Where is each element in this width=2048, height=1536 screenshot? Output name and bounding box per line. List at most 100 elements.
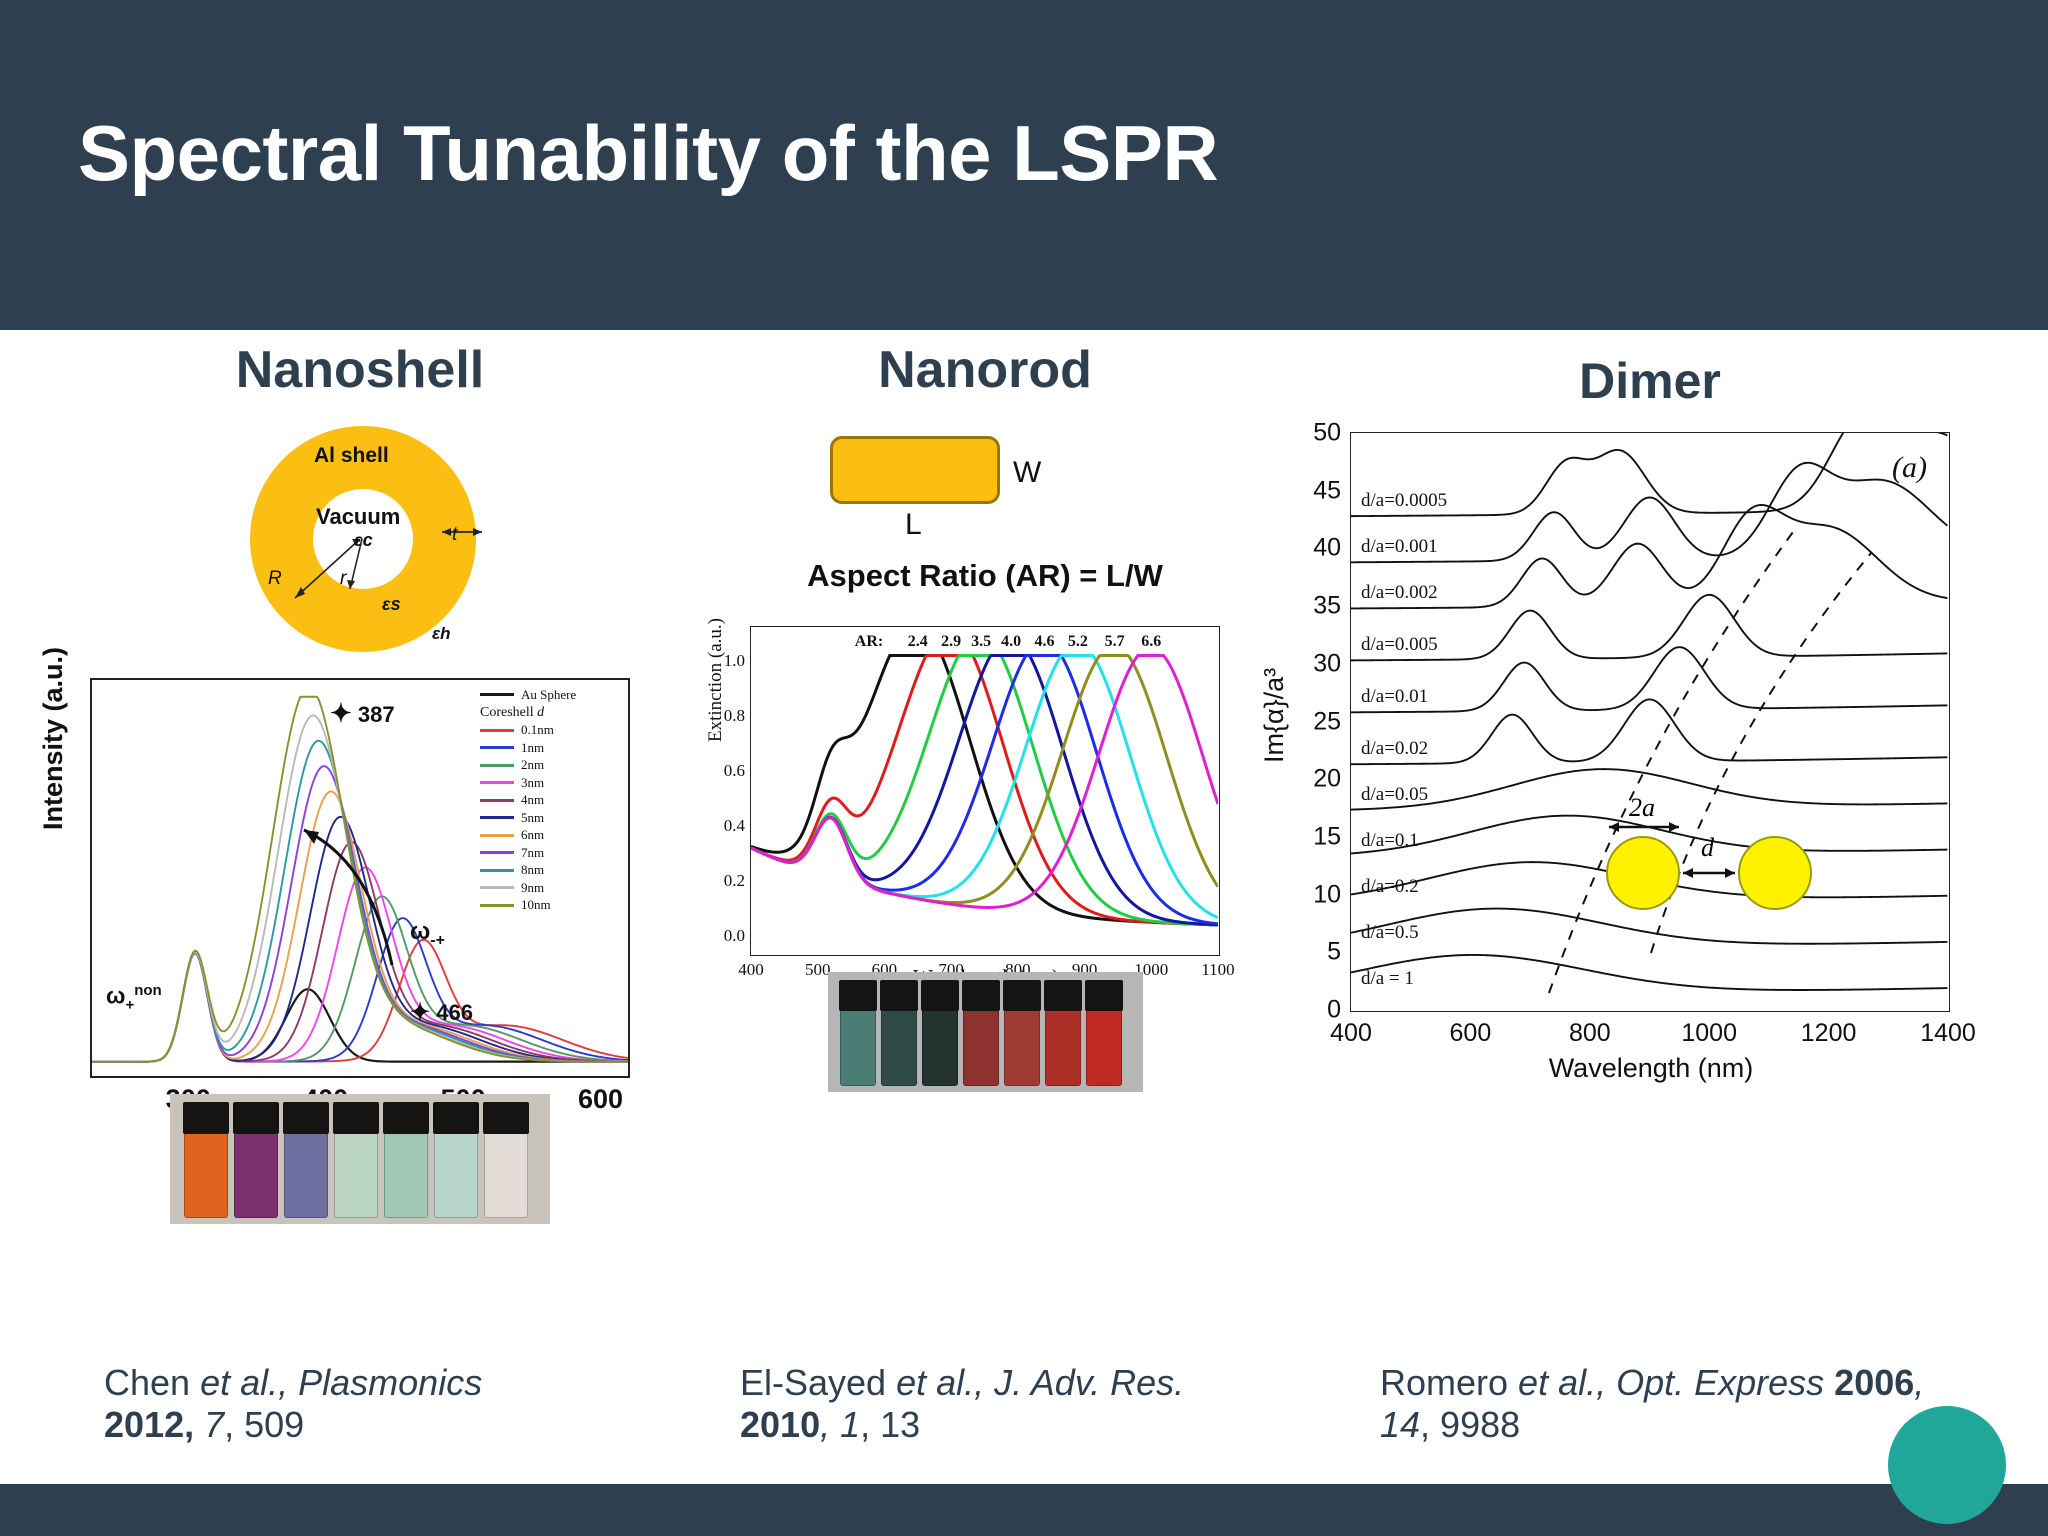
vial-cap	[1043, 980, 1082, 1011]
column-dimer: Dimer (a) d/a=0.0005 d/a=0.001 d/a=0.002 d/…	[1259, 340, 2000, 1083]
legend-label: 6nm	[521, 827, 545, 843]
nanoshell-diagram: Al shell Vacuum εc εs εh R r t	[210, 426, 510, 666]
citation-year: 2006	[1824, 1362, 1915, 1403]
vial-cap	[483, 1102, 529, 1134]
citation-volume: 7	[194, 1403, 225, 1445]
outer-radius-label: R	[268, 568, 282, 589]
citation-page: , 9988	[1420, 1403, 1521, 1445]
citation-page: , 13	[860, 1403, 921, 1445]
core-label: Vacuum	[316, 504, 401, 529]
nanorod-curves	[750, 654, 1220, 927]
legend-label: Au Sphere	[521, 686, 577, 702]
ar-value-label: 2.4	[907, 633, 928, 650]
legend-entry: 1nm	[480, 739, 622, 757]
dimer-curve-label: d/a=0.1	[1361, 829, 1419, 851]
citation-author: Romero	[1380, 1362, 1519, 1403]
vial-cap	[183, 1102, 229, 1134]
citation-author: El-Sayed	[740, 1362, 897, 1403]
ar-value-label: 2.9	[941, 633, 962, 650]
x-tick-label: 1200	[1800, 1019, 1857, 1047]
vial-cap	[333, 1102, 379, 1134]
legend-label: 4nm	[521, 792, 545, 808]
legend-label: 10nm	[521, 897, 551, 913]
column-nanoshell: Nanoshell Al shell Vacuum εc εs	[38, 340, 660, 1224]
y-tick-label: 0.8	[723, 706, 745, 725]
legend-swatch	[480, 816, 514, 820]
x-tick-label: 400	[1330, 1019, 1372, 1047]
legend-label: 7nm	[521, 844, 545, 860]
legend-swatch	[480, 763, 514, 767]
eps-core-label: εc	[354, 530, 373, 550]
legend-label: 9nm	[521, 879, 545, 895]
legend-label: 8nm	[521, 862, 545, 878]
column-nanorod: Nanorod W L Aspect Ratio (AR) = L/W Exti…	[700, 340, 1270, 1092]
legend-swatch	[480, 693, 514, 697]
dimer-x-axis-label: Wavelength (nm)	[1548, 1053, 1754, 1083]
citation-nanorod: El-Sayed et al., J. Adv. Res. 2010, 1, 1…	[740, 1362, 1240, 1446]
inner-radius-label: r	[340, 568, 347, 589]
heading-dimer: Dimer	[1579, 353, 1721, 409]
dimer-curve-label: d/a=0.001	[1361, 535, 1438, 557]
legend-label: 2nm	[521, 757, 545, 773]
legend-swatch	[480, 886, 514, 890]
heading-nanoshell: Nanoshell	[235, 341, 485, 399]
eps-host-label: εh	[432, 624, 451, 643]
citation-dimer: Romero et al., Opt. Express 2006, 14, 99…	[1380, 1362, 1940, 1446]
nanorod-diagram: W L Aspect Ratio (AR) = L/W	[700, 426, 1270, 626]
citation-year: 2010	[740, 1403, 821, 1445]
nanoshell-curves	[92, 695, 628, 1063]
vial-cap	[1084, 980, 1123, 1011]
legend-swatch	[480, 851, 514, 855]
accent-dot	[1888, 1406, 2006, 1524]
eps-shell-label: εs	[382, 594, 401, 614]
dimer-curve-label: d/a=0.0005	[1361, 489, 1448, 511]
page-title: Spectral Tunability of the LSPR	[78, 109, 1219, 197]
y-tick-label: 0.6	[723, 761, 745, 780]
ar-value-label: 4.6	[1034, 633, 1055, 650]
panel-letter: (a)	[1892, 451, 1927, 484]
x-tick-label: 1000	[1134, 960, 1169, 979]
chart-nanoshell-extinction: Au Sphere Coreshell d 0.1nm 1nm 2nm 3nm 4nm 5…	[38, 647, 630, 1150]
x-tick-label: 500	[804, 960, 831, 979]
y-tick-label: 0.4	[723, 816, 745, 835]
aspect-ratio-formula: Aspect Ratio (AR) = L/W	[807, 558, 1163, 593]
ar-prefix: AR:	[854, 633, 884, 650]
citation-author: Chen	[104, 1362, 201, 1403]
rod-width-label: W	[1013, 456, 1042, 489]
legend-entry: 0.1nm	[480, 722, 622, 740]
ar-value-label: 3.5	[971, 633, 992, 650]
mode-label-omega-plus-non: ω+non	[106, 982, 162, 1014]
dimer-curve-label: d/a = 1	[1361, 968, 1414, 990]
nanorod-vial-photo	[827, 972, 1143, 1092]
nanoshell-y-axis-label: Intensity (a.u.)	[38, 646, 68, 830]
inset-gap-label: d	[1701, 833, 1714, 862]
dimer-curve-label: d/a=0.002	[1361, 581, 1438, 603]
header-bar	[0, 0, 2048, 330]
dimer-curve-label: d/a=0.005	[1361, 633, 1438, 655]
legend-group-title: Coreshell d	[480, 704, 545, 720]
y-tick-label: 15	[1313, 822, 1341, 851]
nanoshell-vial-photo	[170, 1094, 550, 1224]
x-tick-label: 1000	[1681, 1019, 1737, 1047]
citation-year: 2012,	[104, 1403, 195, 1445]
dimer-y-axis-label: Im{α}/a³	[1259, 667, 1289, 763]
legend-swatch	[480, 746, 514, 750]
chart-nanorod-extinction: Extinction (a.u.) 0.0 0.2 0.4 0.6 0.8 1.0 400…	[705, 618, 1235, 989]
x-tick-label: 600	[1449, 1019, 1492, 1047]
legend-label: 3nm	[521, 774, 545, 790]
y-tick-label: 35	[1313, 591, 1341, 620]
chart-dimer-polarizability: (a) d/a=0.0005 d/a=0.001 d/a=0.002 d/a=0.00…	[1259, 410, 1976, 1083]
y-tick-label: 20	[1313, 764, 1341, 793]
legend-entry: 8nm	[480, 862, 622, 880]
y-tick-label: 45	[1313, 476, 1341, 505]
y-tick-label: 40	[1313, 533, 1341, 562]
y-tick-label: 0	[1327, 995, 1341, 1024]
ar-value-label: 6.6	[1141, 633, 1162, 650]
inset-diameter-label: 2a	[1629, 793, 1655, 822]
legend-entry: 9nm	[480, 879, 622, 897]
vial-cap	[1002, 980, 1041, 1011]
vial-cap	[283, 1102, 329, 1134]
x-tick-label: 800	[1568, 1019, 1611, 1047]
legend-swatch	[480, 781, 514, 785]
